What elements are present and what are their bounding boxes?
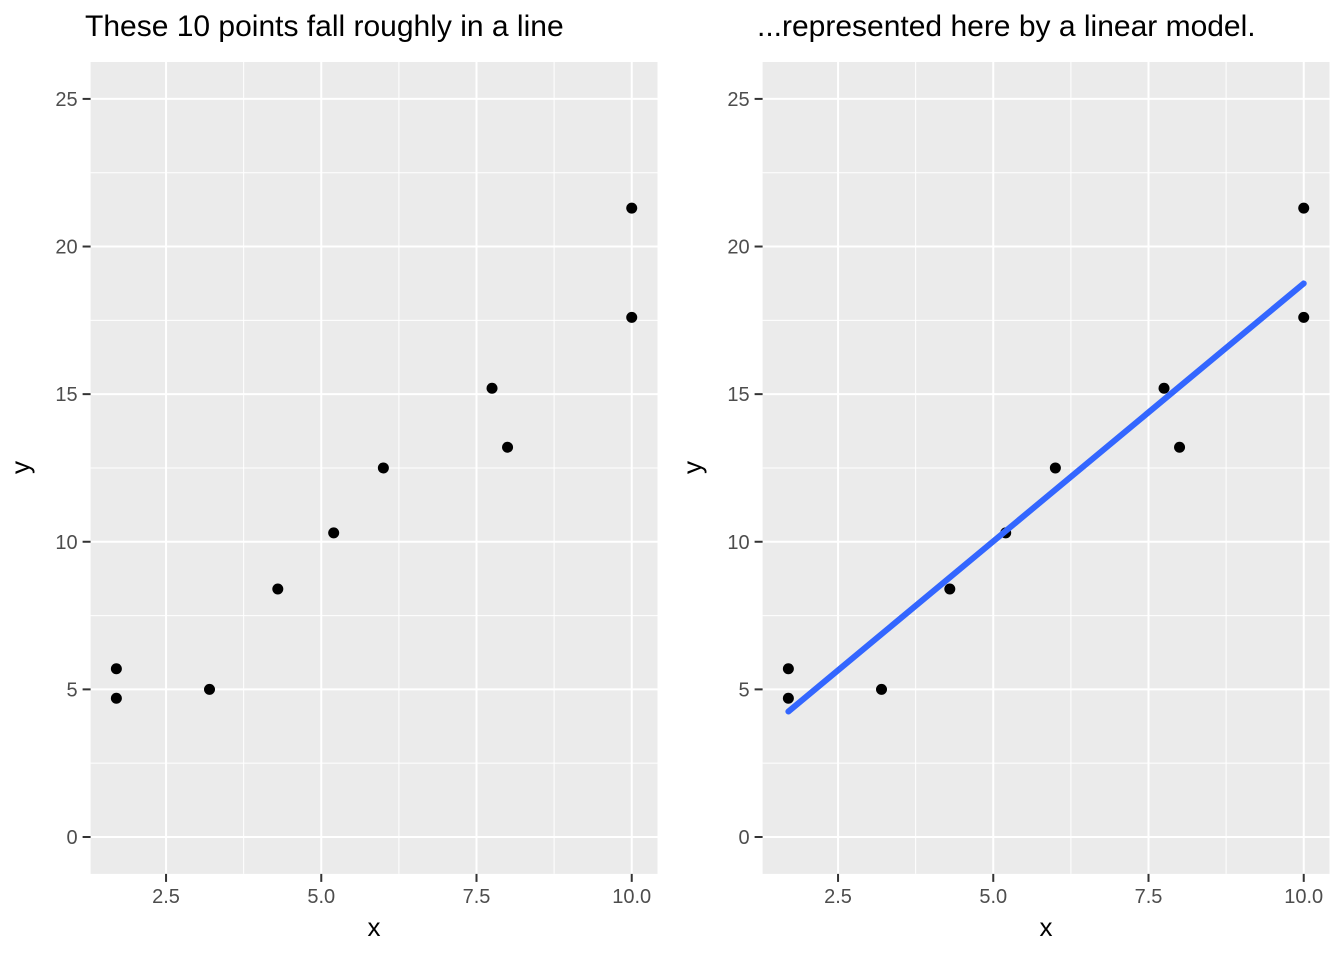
- minor-gridlines: [90, 62, 658, 874]
- y-tick-label: 25: [727, 89, 749, 111]
- y-tick-label: 5: [738, 679, 749, 701]
- data-points: [110, 202, 638, 704]
- plot-panel-left: 2.5 5.0 7.5 10.0 0 5 10 15 20 25: [55, 62, 658, 908]
- data-point: [782, 663, 794, 675]
- y-tick-label: 20: [55, 237, 77, 259]
- data-point: [626, 311, 638, 323]
- data-point: [626, 202, 638, 214]
- y-tick-label: 0: [66, 827, 77, 849]
- data-point: [1174, 441, 1186, 453]
- data-point: [944, 583, 956, 595]
- data-point: [1158, 382, 1170, 394]
- y-tick-label: 20: [727, 237, 749, 259]
- y-tick-label: 5: [66, 679, 77, 701]
- data-point: [110, 663, 122, 675]
- data-point: [1298, 311, 1310, 323]
- data-point: [328, 527, 340, 539]
- minor-gridlines: [762, 62, 1330, 874]
- axis-tick-marks: [82, 97, 633, 882]
- x-tick-label: 5.0: [979, 886, 1007, 908]
- x-tick-label: 7.5: [463, 886, 491, 908]
- x-axis-title-right: x: [1039, 912, 1053, 942]
- data-point: [1049, 462, 1061, 474]
- x-tick-label: 5.0: [307, 886, 335, 908]
- y-tick-label: 15: [727, 384, 749, 406]
- y-tick-label: 25: [55, 89, 77, 111]
- y-tick-label: 10: [55, 532, 77, 554]
- scatter-plot-left: These 10 points fall roughly in a line y…: [5, 10, 658, 942]
- plot-title-right: ...represented here by a linear model.: [757, 10, 1256, 43]
- x-tick-label: 7.5: [1135, 886, 1163, 908]
- x-tick-label: 2.5: [152, 886, 180, 908]
- data-point: [502, 441, 514, 453]
- y-tick-label: 0: [738, 827, 749, 849]
- plot-panel-right: 2.5 5.0 7.5 10.0 0 5 10 15 20 25: [727, 62, 1330, 908]
- major-gridlines: [762, 62, 1330, 874]
- x-axis-title-left: x: [367, 912, 381, 942]
- plot-title-left: These 10 points fall roughly in a line: [85, 10, 564, 43]
- regression-line: [785, 280, 1307, 715]
- data-point: [876, 683, 888, 695]
- x-tick-label: 2.5: [824, 886, 852, 908]
- data-point: [782, 692, 794, 704]
- data-point: [204, 683, 216, 695]
- scatter-plot-right: ...represented here by a linear model. y…: [672, 0, 1344, 960]
- data-points: [782, 202, 1310, 704]
- y-tick-label: 10: [727, 532, 749, 554]
- x-tick-label: 10.0: [1284, 886, 1323, 908]
- data-point: [1298, 202, 1310, 214]
- data-point: [272, 583, 284, 595]
- y-tick-label: 15: [55, 384, 77, 406]
- data-point: [110, 692, 122, 704]
- axis-tick-marks: [754, 97, 1305, 882]
- major-gridlines: [90, 62, 658, 874]
- x-tick-label: 10.0: [612, 886, 651, 908]
- data-point: [377, 462, 389, 474]
- data-point: [486, 382, 498, 394]
